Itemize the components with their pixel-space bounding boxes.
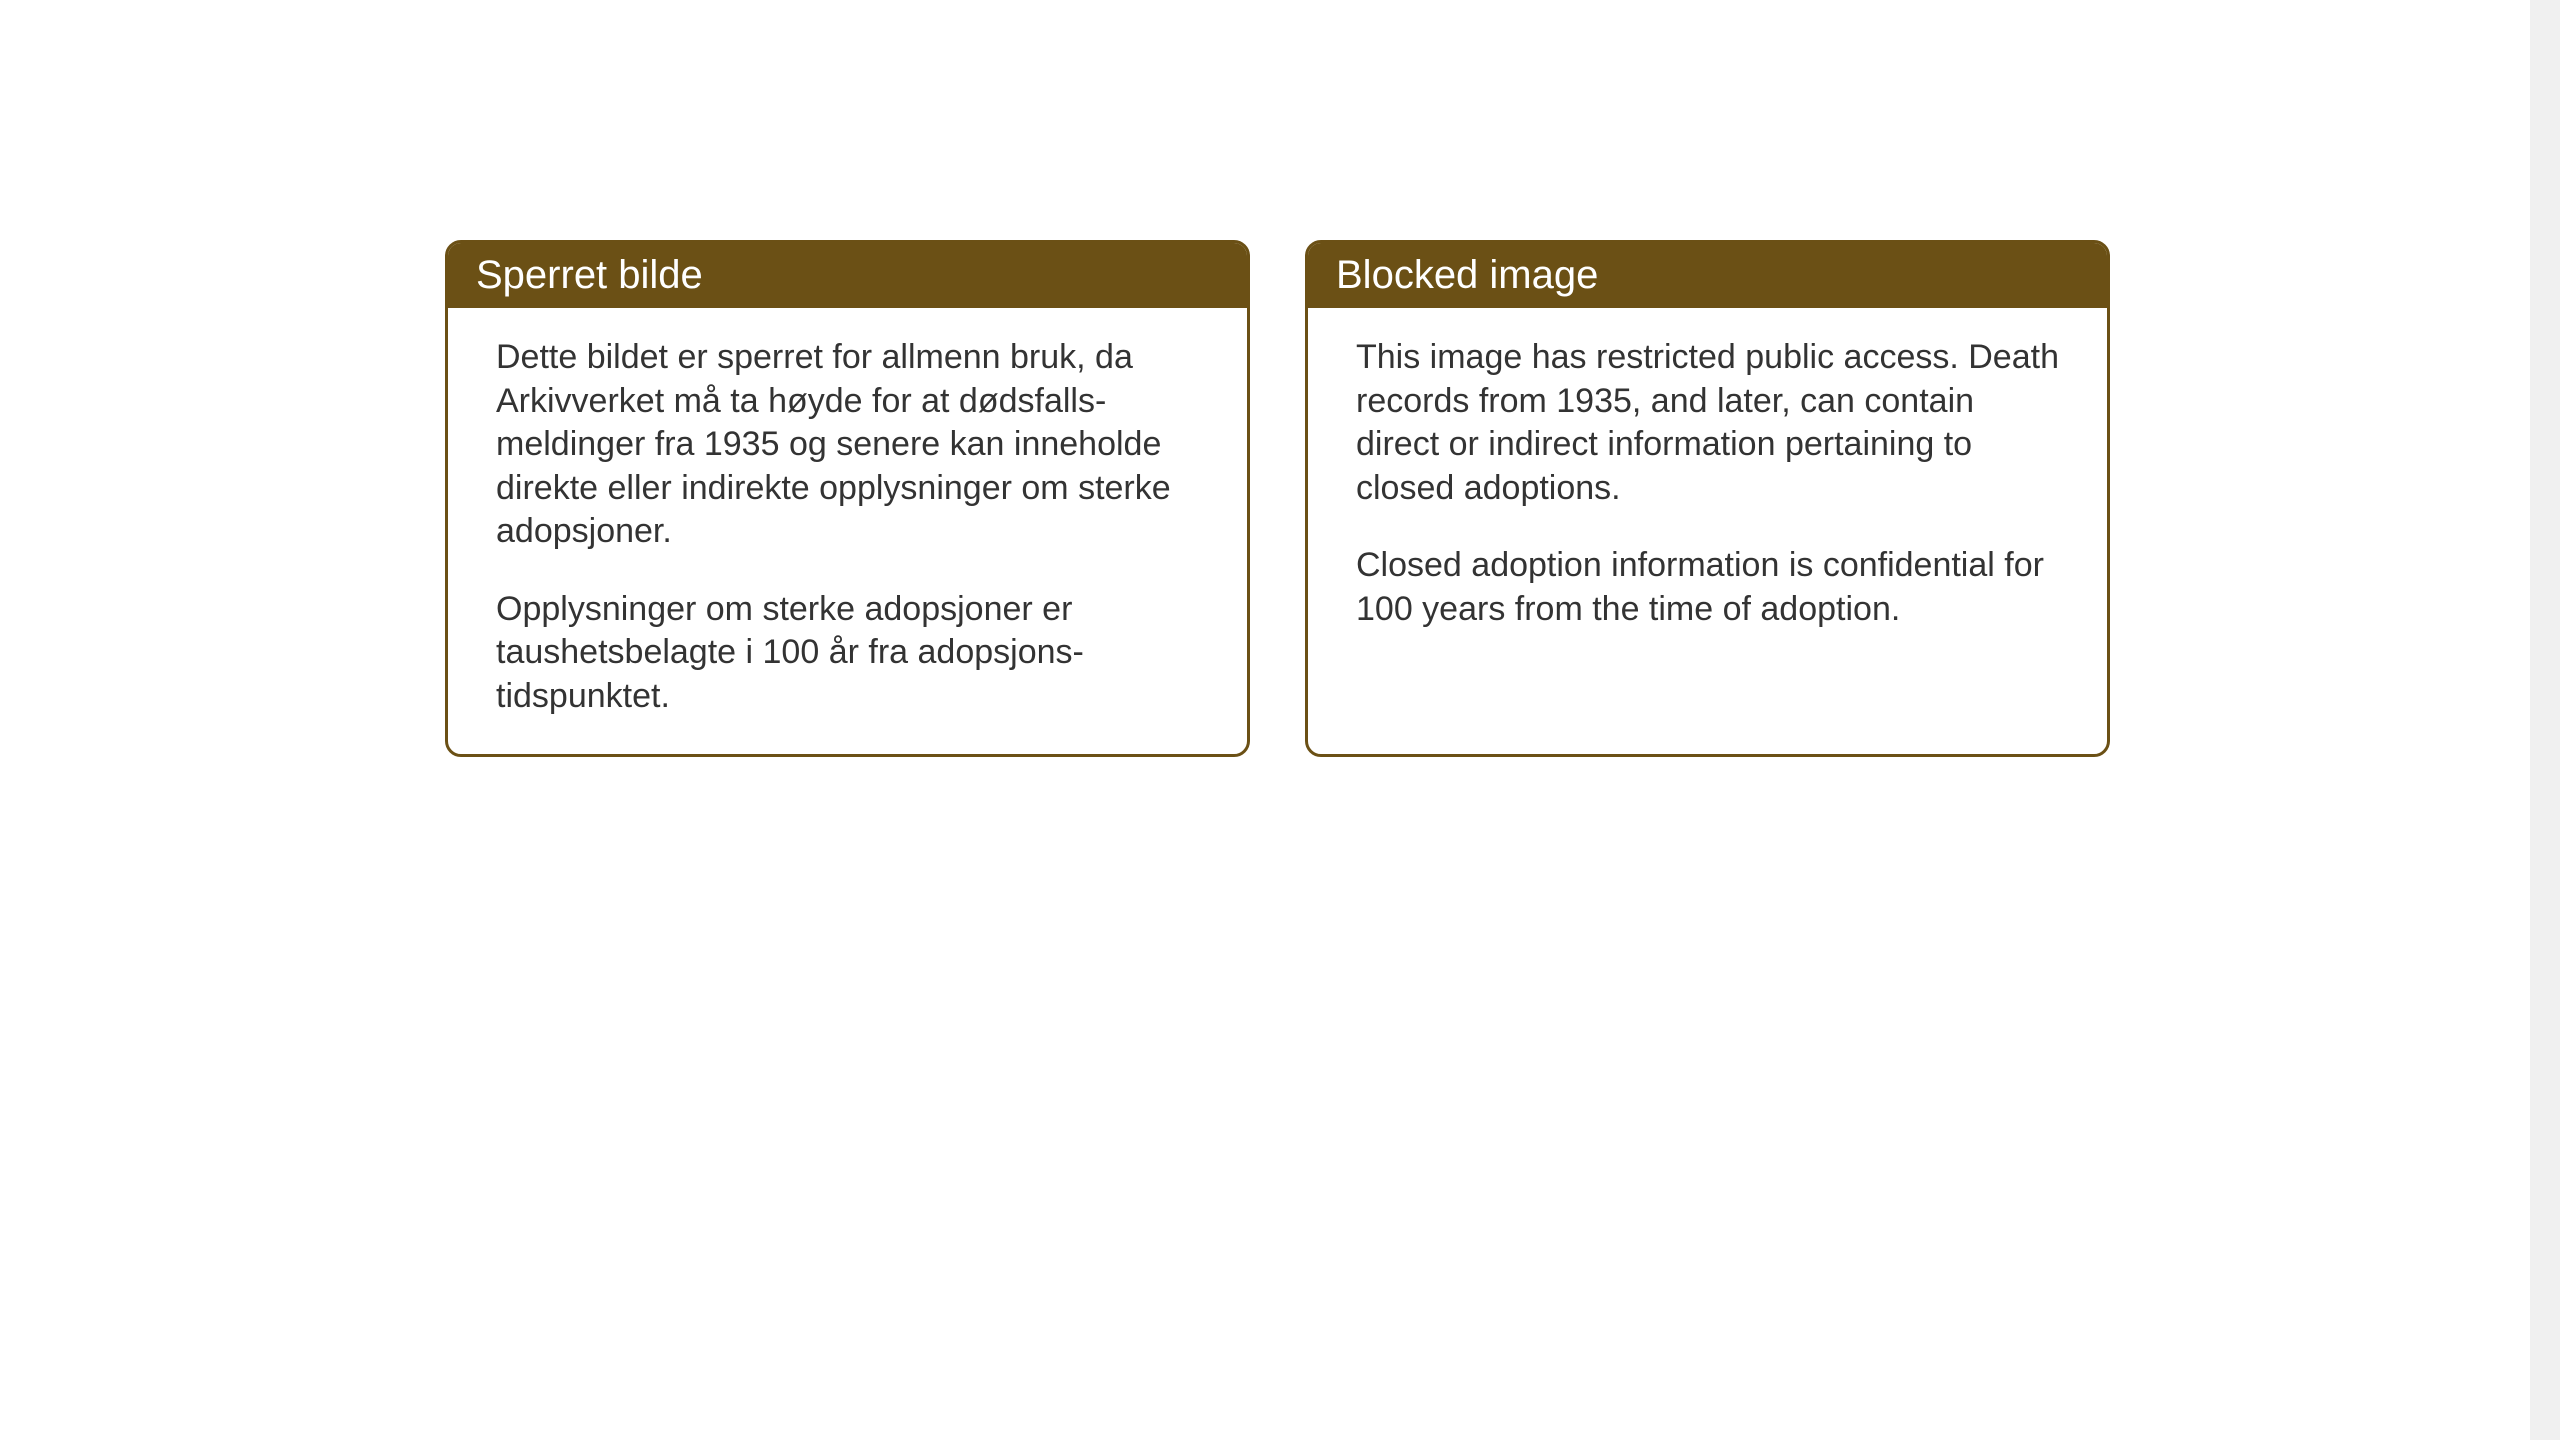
card-english-paragraph-2: Closed adoption information is confident… (1356, 544, 2059, 631)
card-norwegian-header: Sperret bilde (448, 243, 1247, 308)
card-english-paragraph-1: This image has restricted public access.… (1356, 336, 2059, 510)
card-english: Blocked image This image has restricted … (1305, 240, 2110, 757)
card-norwegian-paragraph-2: Opplysninger om sterke adopsjoner er tau… (496, 588, 1199, 719)
card-norwegian-title: Sperret bilde (476, 253, 703, 297)
card-norwegian-body: Dette bildet er sperret for allmenn bruk… (448, 308, 1247, 754)
scrollbar-track[interactable] (2530, 0, 2560, 1440)
card-english-header: Blocked image (1308, 243, 2107, 308)
card-norwegian-paragraph-1: Dette bildet er sperret for allmenn bruk… (496, 336, 1199, 554)
card-english-title: Blocked image (1336, 253, 1598, 297)
card-norwegian: Sperret bilde Dette bildet er sperret fo… (445, 240, 1250, 757)
card-english-body: This image has restricted public access.… (1308, 308, 2107, 667)
cards-container: Sperret bilde Dette bildet er sperret fo… (445, 240, 2110, 757)
